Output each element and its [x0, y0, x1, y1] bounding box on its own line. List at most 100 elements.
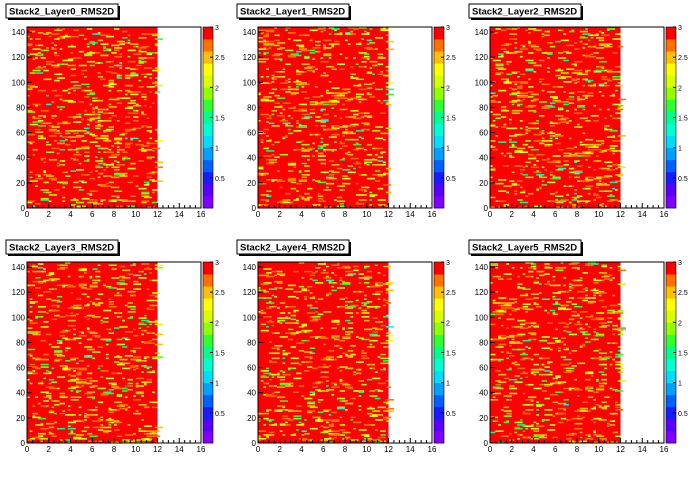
heatmap-cell	[133, 127, 142, 130]
heatmap-cell	[78, 283, 87, 285]
heatmap-cell	[366, 270, 373, 273]
heatmap-cell	[500, 109, 510, 112]
heatmap-cell	[369, 339, 378, 342]
heatmap-cell	[582, 155, 591, 157]
heatmap-cell	[130, 349, 136, 352]
heatmap-cell	[320, 425, 324, 427]
heatmap-cell	[86, 382, 93, 385]
heatmap-cell	[598, 294, 602, 297]
heatmap-cell	[296, 120, 299, 122]
heatmap-cell	[141, 147, 144, 150]
heatmap-cell	[598, 382, 607, 385]
heatmap-cell	[293, 199, 299, 201]
heatmap-cell	[279, 382, 286, 385]
heatmap-cell	[320, 371, 329, 373]
heatmap-cell	[345, 409, 348, 411]
heatmap-cell	[525, 132, 529, 135]
heatmap-cell	[574, 189, 577, 191]
heatmap-cell	[260, 76, 264, 78]
heatmap-cell	[301, 430, 307, 432]
heatmap-cell	[138, 62, 144, 64]
heatmap-cell	[67, 373, 71, 376]
heatmap-cell	[282, 201, 291, 204]
heatmap-cell	[596, 388, 605, 391]
palette-segment	[203, 406, 213, 420]
heatmap-cell	[268, 92, 275, 94]
heatmap-cell	[29, 363, 36, 366]
heatmap-cell	[67, 432, 76, 435]
heatmap-cell	[328, 160, 335, 162]
heatmap-cell	[358, 136, 362, 138]
heatmap-cell	[331, 94, 335, 97]
heatmap-cell	[103, 47, 106, 49]
heatmap-cell	[54, 288, 57, 290]
heatmap-cell	[530, 424, 534, 426]
heatmap-cell	[615, 89, 618, 92]
y-tick-label: 120	[243, 288, 257, 297]
heatmap-cell	[29, 355, 33, 357]
heatmap-cell	[323, 27, 326, 29]
heatmap-cell	[135, 383, 139, 386]
heatmap-cell	[366, 47, 373, 49]
heatmap-cell	[287, 32, 297, 34]
heatmap-cell	[541, 89, 545, 92]
heatmap-cell	[86, 391, 95, 394]
palette-tick-label: 2.5	[678, 290, 688, 297]
x-tick-label: 4	[68, 445, 73, 454]
title-box	[5, 3, 119, 19]
heatmap-cell	[78, 268, 82, 270]
heatmap-cell	[62, 284, 71, 287]
heatmap-cell	[577, 81, 580, 83]
heatmap-cell	[385, 34, 389, 37]
heatmap-cell	[40, 49, 44, 52]
heatmap-cell	[263, 53, 267, 55]
heatmap-cell	[116, 161, 120, 164]
heatmap-cell	[51, 304, 60, 307]
heatmap-cell	[143, 366, 153, 368]
heatmap-cell	[325, 186, 329, 189]
heatmap-cell	[59, 164, 66, 166]
heatmap-cell	[67, 64, 76, 67]
heatmap-cell	[48, 410, 55, 412]
heatmap-cell	[366, 92, 370, 94]
heatmap-cell	[277, 396, 286, 399]
heatmap-cell	[154, 319, 158, 322]
heatmap-cell	[380, 112, 386, 115]
heatmap-cell	[490, 167, 496, 170]
heatmap-cell	[138, 277, 147, 279]
heatmap-cell	[103, 430, 112, 432]
heatmap-cell	[361, 128, 367, 131]
heatmap-cell	[617, 175, 621, 177]
heatmap-cell	[549, 200, 558, 203]
heatmap-cell	[285, 29, 288, 32]
heatmap-cell	[127, 181, 134, 184]
heatmap-cell	[522, 174, 529, 176]
heatmap-cell	[56, 427, 66, 430]
heatmap-cell	[43, 279, 49, 282]
heatmap-cell	[552, 176, 561, 179]
heatmap-cell	[525, 128, 529, 131]
heatmap-cell	[490, 323, 496, 326]
heatmap-cell	[601, 265, 607, 268]
heatmap-cell	[296, 44, 305, 47]
heatmap-cell	[122, 199, 128, 201]
heatmap-cell	[579, 30, 588, 33]
heatmap-cell	[141, 33, 150, 35]
heatmap-cell	[111, 186, 120, 189]
heatmap-cell	[361, 316, 370, 318]
heatmap-cell	[258, 274, 261, 277]
heatmap-cell	[103, 45, 106, 48]
heatmap-cell	[138, 430, 147, 432]
heatmap-cell	[374, 419, 384, 421]
heatmap-cell	[266, 393, 272, 396]
heatmap-cell	[81, 420, 85, 422]
heatmap-cell	[287, 338, 294, 341]
heatmap-cell	[70, 375, 76, 377]
heatmap-cell	[557, 284, 561, 287]
heatmap-cell	[141, 333, 144, 336]
heatmap-cell	[78, 189, 85, 191]
heatmap-cell	[279, 70, 283, 73]
palette-segment	[203, 27, 213, 40]
heatmap-cell	[500, 302, 507, 304]
heatmap-cell	[358, 65, 365, 68]
